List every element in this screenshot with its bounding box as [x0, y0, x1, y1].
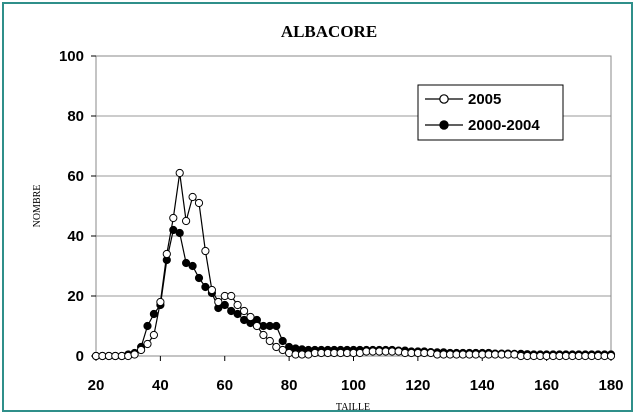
legend-marker-2005	[439, 94, 449, 104]
data-point	[137, 345, 146, 355]
chart-frame	[2, 2, 633, 412]
data-point	[265, 336, 274, 346]
data-point	[201, 282, 210, 292]
y-tick-label: 0	[76, 348, 84, 365]
x-tick-label: 160	[534, 377, 559, 394]
data-point	[207, 285, 216, 295]
data-point	[194, 198, 204, 208]
data-point	[130, 350, 139, 359]
data-point	[252, 321, 261, 331]
data-point	[182, 258, 191, 268]
x-tick-label: 120	[405, 377, 430, 394]
data-point	[182, 216, 191, 226]
x-tick-label: 140	[470, 377, 495, 394]
data-point	[220, 300, 229, 310]
y-axis: 0 20 40 60 80 100	[59, 48, 96, 365]
series-2005	[91, 168, 616, 361]
data-point	[272, 342, 281, 352]
data-point	[188, 192, 197, 202]
data-point	[259, 330, 268, 340]
x-tick-label: 60	[216, 377, 233, 394]
x-tick-label: 100	[341, 377, 366, 394]
data-point	[285, 348, 294, 358]
data-point	[272, 321, 281, 331]
x-tick-label: 180	[598, 377, 623, 394]
data-point	[278, 336, 287, 346]
data-point	[227, 291, 236, 301]
legend: 2005 2000-2004	[417, 84, 564, 141]
legend-marker-2000-2004	[439, 120, 449, 130]
data-point	[188, 261, 197, 271]
data-point	[355, 348, 364, 358]
legend-label-2000-2004: 2000-2004	[468, 117, 540, 134]
data-point	[304, 350, 313, 359]
series-line	[96, 172, 611, 357]
data-point	[278, 345, 287, 355]
data-point	[214, 297, 223, 307]
y-tick-label: 40	[67, 228, 84, 245]
data-point	[194, 273, 204, 283]
data-point	[149, 330, 158, 340]
y-tick-label: 100	[59, 48, 84, 65]
data-point	[175, 168, 184, 178]
data-point	[162, 249, 171, 259]
chart-title: ALBACORE	[281, 22, 377, 41]
x-tick-label: 40	[152, 377, 169, 394]
data-point	[240, 306, 249, 316]
y-axis-label: NOMBRE	[32, 185, 43, 228]
data-point	[227, 306, 236, 316]
series-layer	[91, 168, 616, 361]
x-axis: 20 40 60 80 100 120 140 160 180	[88, 356, 624, 394]
y-tick-label: 80	[67, 108, 84, 125]
data-point	[143, 339, 152, 349]
data-point	[233, 300, 242, 310]
legend-box	[417, 84, 564, 141]
x-tick-label: 20	[88, 377, 105, 394]
data-point	[156, 297, 165, 307]
data-point	[246, 312, 255, 322]
x-tick-label: 80	[281, 377, 298, 394]
series-line	[96, 229, 611, 357]
y-tick-label: 20	[67, 288, 84, 305]
data-point	[149, 309, 158, 319]
x-axis-label: TAILLE	[336, 402, 370, 413]
series-2000-2004	[91, 225, 616, 361]
data-point	[201, 246, 210, 256]
legend-label-2005: 2005	[468, 91, 501, 108]
data-point	[606, 351, 616, 361]
data-point	[143, 321, 152, 331]
y-tick-label: 60	[67, 168, 84, 185]
data-point	[240, 315, 249, 325]
data-point	[233, 309, 242, 319]
data-point	[175, 228, 184, 238]
data-point	[169, 213, 178, 223]
data-point	[510, 350, 519, 359]
